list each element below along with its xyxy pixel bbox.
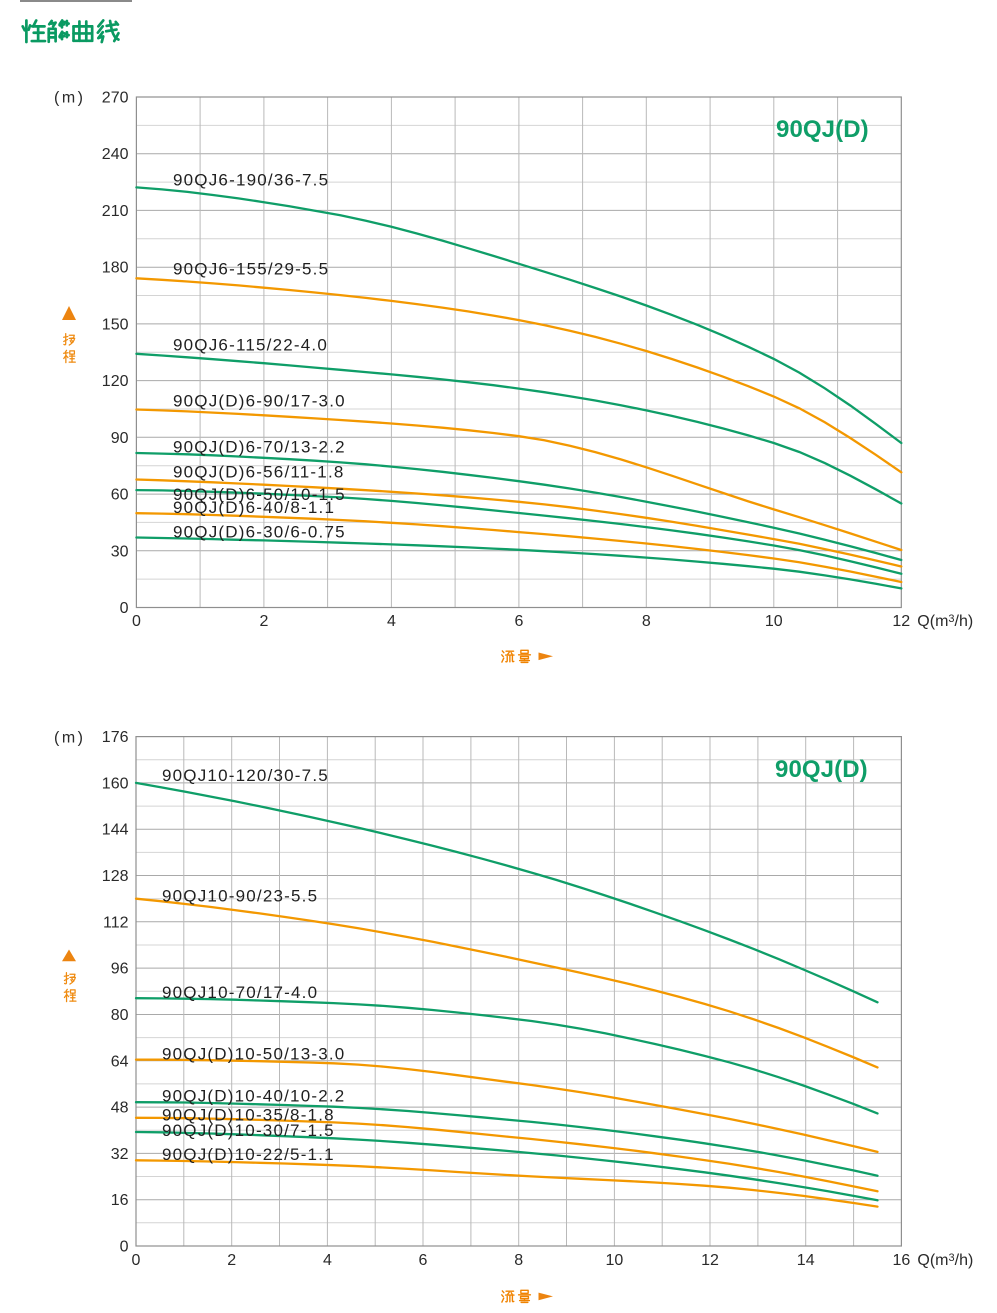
- svg-text:90QJ10-90/23-5.5: 90QJ10-90/23-5.5: [162, 887, 318, 906]
- svg-text:90QJ(D)10-40/10-2.2: 90QJ(D)10-40/10-2.2: [162, 1086, 345, 1105]
- svg-text:160: 160: [102, 775, 129, 792]
- svg-text:80: 80: [111, 1007, 129, 1024]
- svg-text:90QJ(D)10-50/13-3.0: 90QJ(D)10-50/13-3.0: [162, 1044, 345, 1063]
- svg-text:90QJ(D)6-30/6-0.75: 90QJ(D)6-30/6-0.75: [173, 523, 346, 542]
- svg-text:150: 150: [102, 316, 129, 333]
- svg-text:60: 60: [111, 487, 129, 504]
- svg-text:90QJ(D)10-30/7-1.5: 90QJ(D)10-30/7-1.5: [162, 1121, 335, 1140]
- svg-text:2: 2: [227, 1252, 236, 1269]
- svg-text:96: 96: [111, 961, 129, 978]
- svg-text:32: 32: [111, 1146, 129, 1163]
- svg-text:180: 180: [102, 260, 129, 277]
- svg-text:90QJ(D): 90QJ(D): [776, 116, 869, 143]
- svg-text:64: 64: [111, 1053, 129, 1070]
- svg-text:48: 48: [111, 1100, 129, 1117]
- svg-text:0: 0: [132, 613, 141, 630]
- svg-text:8: 8: [514, 1252, 523, 1269]
- svg-text:120: 120: [102, 373, 129, 390]
- svg-text:16: 16: [893, 1252, 911, 1269]
- svg-text:4: 4: [387, 613, 396, 630]
- svg-text:16: 16: [111, 1192, 129, 1209]
- svg-text:90QJ(D)10-35/8-1.8: 90QJ(D)10-35/8-1.8: [162, 1106, 335, 1125]
- svg-text:90QJ(D)10-22/5-1.1: 90QJ(D)10-22/5-1.1: [162, 1145, 335, 1164]
- svg-text:240: 240: [102, 146, 129, 163]
- svg-text:90QJ(D)6-40/8-1.1: 90QJ(D)6-40/8-1.1: [173, 498, 335, 517]
- svg-text:6: 6: [514, 613, 523, 630]
- svg-text:90QJ(D): 90QJ(D): [775, 756, 868, 783]
- svg-text:0: 0: [120, 1239, 129, 1256]
- svg-text:14: 14: [797, 1252, 815, 1269]
- svg-text:90: 90: [111, 430, 129, 447]
- svg-text:90QJ6-115/22-4.0: 90QJ6-115/22-4.0: [173, 336, 328, 355]
- svg-text:Q(m3/h): Q(m3/h): [917, 1252, 973, 1269]
- svg-text:210: 210: [102, 203, 129, 220]
- svg-text:0: 0: [120, 600, 129, 617]
- svg-text:112: 112: [103, 914, 129, 931]
- svg-text:128: 128: [102, 868, 129, 885]
- svg-text:12: 12: [701, 1252, 719, 1269]
- svg-text:144: 144: [102, 822, 129, 839]
- svg-text:(m): (m): [54, 730, 85, 747]
- svg-text:90QJ10-70/17-4.0: 90QJ10-70/17-4.0: [162, 983, 318, 1002]
- svg-text:(m): (m): [54, 90, 85, 107]
- svg-text:90QJ6-155/29-5.5: 90QJ6-155/29-5.5: [173, 260, 329, 279]
- svg-text:2: 2: [259, 613, 268, 630]
- svg-text:90QJ10-120/30-7.5: 90QJ10-120/30-7.5: [162, 766, 329, 785]
- svg-text:270: 270: [102, 90, 129, 107]
- svg-text:90QJ(D)6-70/13-2.2: 90QJ(D)6-70/13-2.2: [173, 438, 346, 457]
- svg-text:10: 10: [606, 1252, 624, 1269]
- svg-text:90QJ(D)6-56/11-1.8: 90QJ(D)6-56/11-1.8: [173, 463, 345, 482]
- svg-text:4: 4: [323, 1252, 332, 1269]
- svg-text:0: 0: [132, 1252, 141, 1269]
- svg-text:90QJ(D)6-50/10-1.5: 90QJ(D)6-50/10-1.5: [173, 485, 346, 504]
- svg-text:10: 10: [765, 613, 783, 630]
- svg-text:6: 6: [419, 1252, 428, 1269]
- svg-text:90QJ(D)6-90/17-3.0: 90QJ(D)6-90/17-3.0: [173, 392, 346, 411]
- svg-text:12: 12: [892, 613, 910, 630]
- svg-text:Q(m3/h): Q(m3/h): [917, 613, 973, 630]
- svg-text:8: 8: [642, 613, 651, 630]
- svg-text:176: 176: [102, 729, 129, 746]
- svg-text:30: 30: [111, 543, 129, 560]
- svg-text:90QJ6-190/36-7.5: 90QJ6-190/36-7.5: [173, 171, 329, 190]
